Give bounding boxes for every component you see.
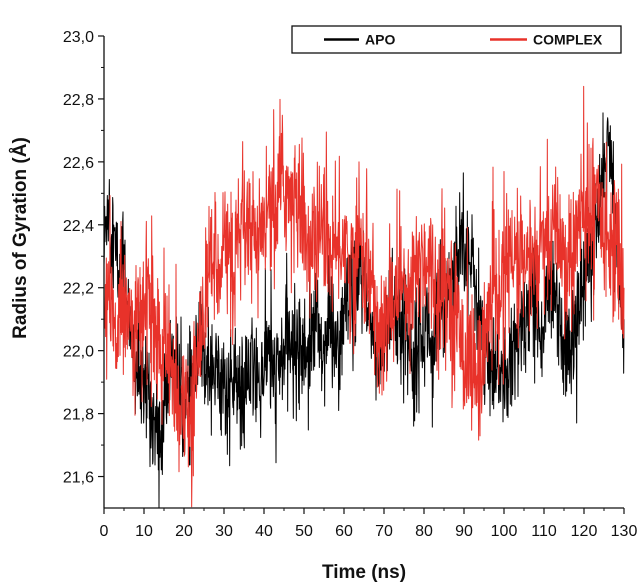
y-tick-label: 22,6 [63, 155, 94, 172]
x-tick-label: 30 [215, 523, 233, 540]
axes-layer: 0 10 20 30 40 50 60 70 80 90 100 110 120 130 21,6 21,8 2… [63, 29, 638, 540]
series-line-complex [103, 85, 625, 508]
y-tick-label: 21,8 [63, 407, 94, 424]
x-tick-label: 80 [415, 523, 433, 540]
y-tick-label: 22,2 [63, 281, 94, 298]
x-tick-label: 50 [295, 523, 313, 540]
x-tick-label: 130 [611, 523, 638, 540]
y-tick-label: 23,0 [63, 29, 94, 46]
x-tick-label: 20 [175, 523, 193, 540]
x-tick-label: 60 [335, 523, 353, 540]
x-tick-label: 100 [491, 523, 518, 540]
y-tick-label: 21,6 [63, 470, 94, 487]
legend-label-complex: COMPLEX [533, 32, 603, 48]
x-tick-label: 40 [255, 523, 273, 540]
x-tick-label: 70 [375, 523, 393, 540]
x-tick-label: 110 [531, 523, 557, 540]
x-axis-title: Time (ns) [322, 562, 406, 583]
x-tick-label: 0 [100, 523, 109, 540]
series-layer [103, 85, 625, 509]
legend-label-apo: APO [365, 32, 395, 48]
x-tick-label: 120 [571, 523, 598, 540]
legend: APO COMPLEX [291, 25, 622, 54]
y-tick-label: 22,4 [63, 218, 94, 235]
y-tick-label: 22,0 [63, 344, 94, 361]
x-tick-label: 10 [135, 523, 153, 540]
x-tick-label: 90 [455, 523, 473, 540]
y-tick-label: 22,8 [63, 92, 94, 109]
y-axis-title: Radius of Gyration (Å) [10, 137, 31, 339]
